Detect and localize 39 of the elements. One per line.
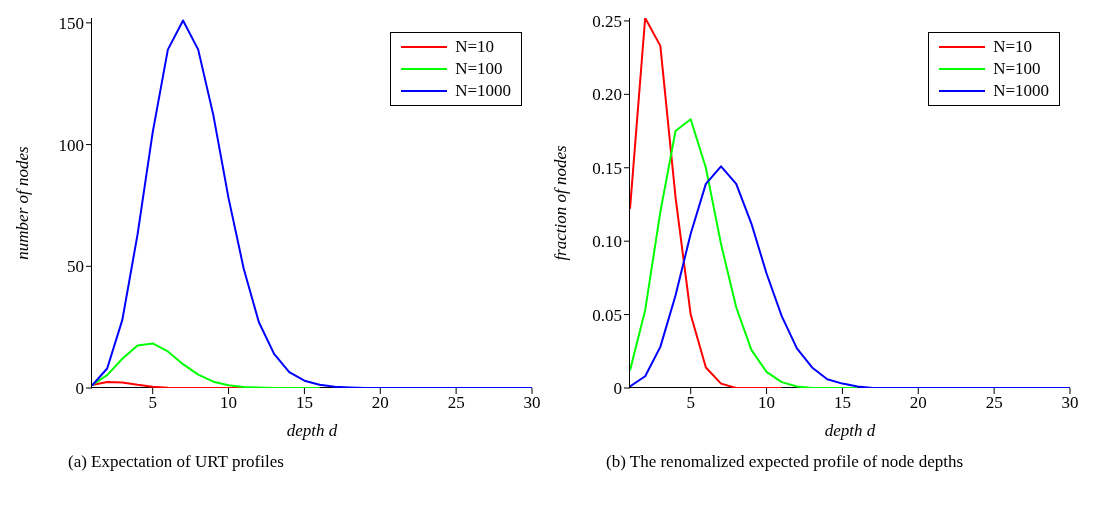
y-tick-label: 150 xyxy=(58,13,84,33)
y-tick-label: 0.20 xyxy=(592,85,622,105)
y-tick-label: 0 xyxy=(613,379,622,399)
x-tick-label: 10 xyxy=(758,393,776,413)
legend-label: N=10 xyxy=(993,36,1032,58)
x-tick-label: 10 xyxy=(220,393,238,413)
x-tick-label: 25 xyxy=(447,393,465,413)
x-tick-label: 25 xyxy=(985,393,1003,413)
line-series xyxy=(630,165,1070,388)
legend-label: N=10 xyxy=(455,36,494,58)
y-tick-label: 0.05 xyxy=(592,305,622,325)
x-tick-label: 15 xyxy=(833,393,851,413)
x-tick-label: 30 xyxy=(1061,393,1079,413)
line-series xyxy=(92,342,321,388)
legend-label: N=100 xyxy=(455,58,503,80)
y-tick-label: 100 xyxy=(58,135,84,155)
x-tick-label: 20 xyxy=(909,393,927,413)
line-series xyxy=(630,118,859,388)
legend-label: N=1000 xyxy=(455,80,511,102)
y-tick-label: 0.15 xyxy=(592,158,622,178)
line-series xyxy=(92,19,532,388)
x-tick-label: 5 xyxy=(686,393,695,413)
line-series xyxy=(630,18,783,388)
x-tick-label: 5 xyxy=(148,393,157,413)
y-tick-label: 0.25 xyxy=(592,11,622,31)
y-axis-title: fraction of nodes xyxy=(551,145,571,261)
x-tick-label: 30 xyxy=(523,393,541,413)
text: (a) Expectation of URT profiles xyxy=(67,451,285,472)
y-tick-label: 50 xyxy=(67,257,84,277)
y-tick-label: 0.10 xyxy=(592,232,622,252)
x-tick-label: 15 xyxy=(295,393,313,413)
y-axis-title: number of nodes xyxy=(13,145,33,260)
x-axis-title: depth d xyxy=(286,421,338,440)
y-tick-label: 0 xyxy=(75,379,84,399)
x-axis-title: depth d xyxy=(824,421,876,440)
x-tick-label: 20 xyxy=(371,393,389,413)
text: (b) The renomalized expected profile of node depths xyxy=(605,451,965,472)
legend-label: N=1000 xyxy=(993,80,1049,102)
legend-label: N=100 xyxy=(993,58,1041,80)
